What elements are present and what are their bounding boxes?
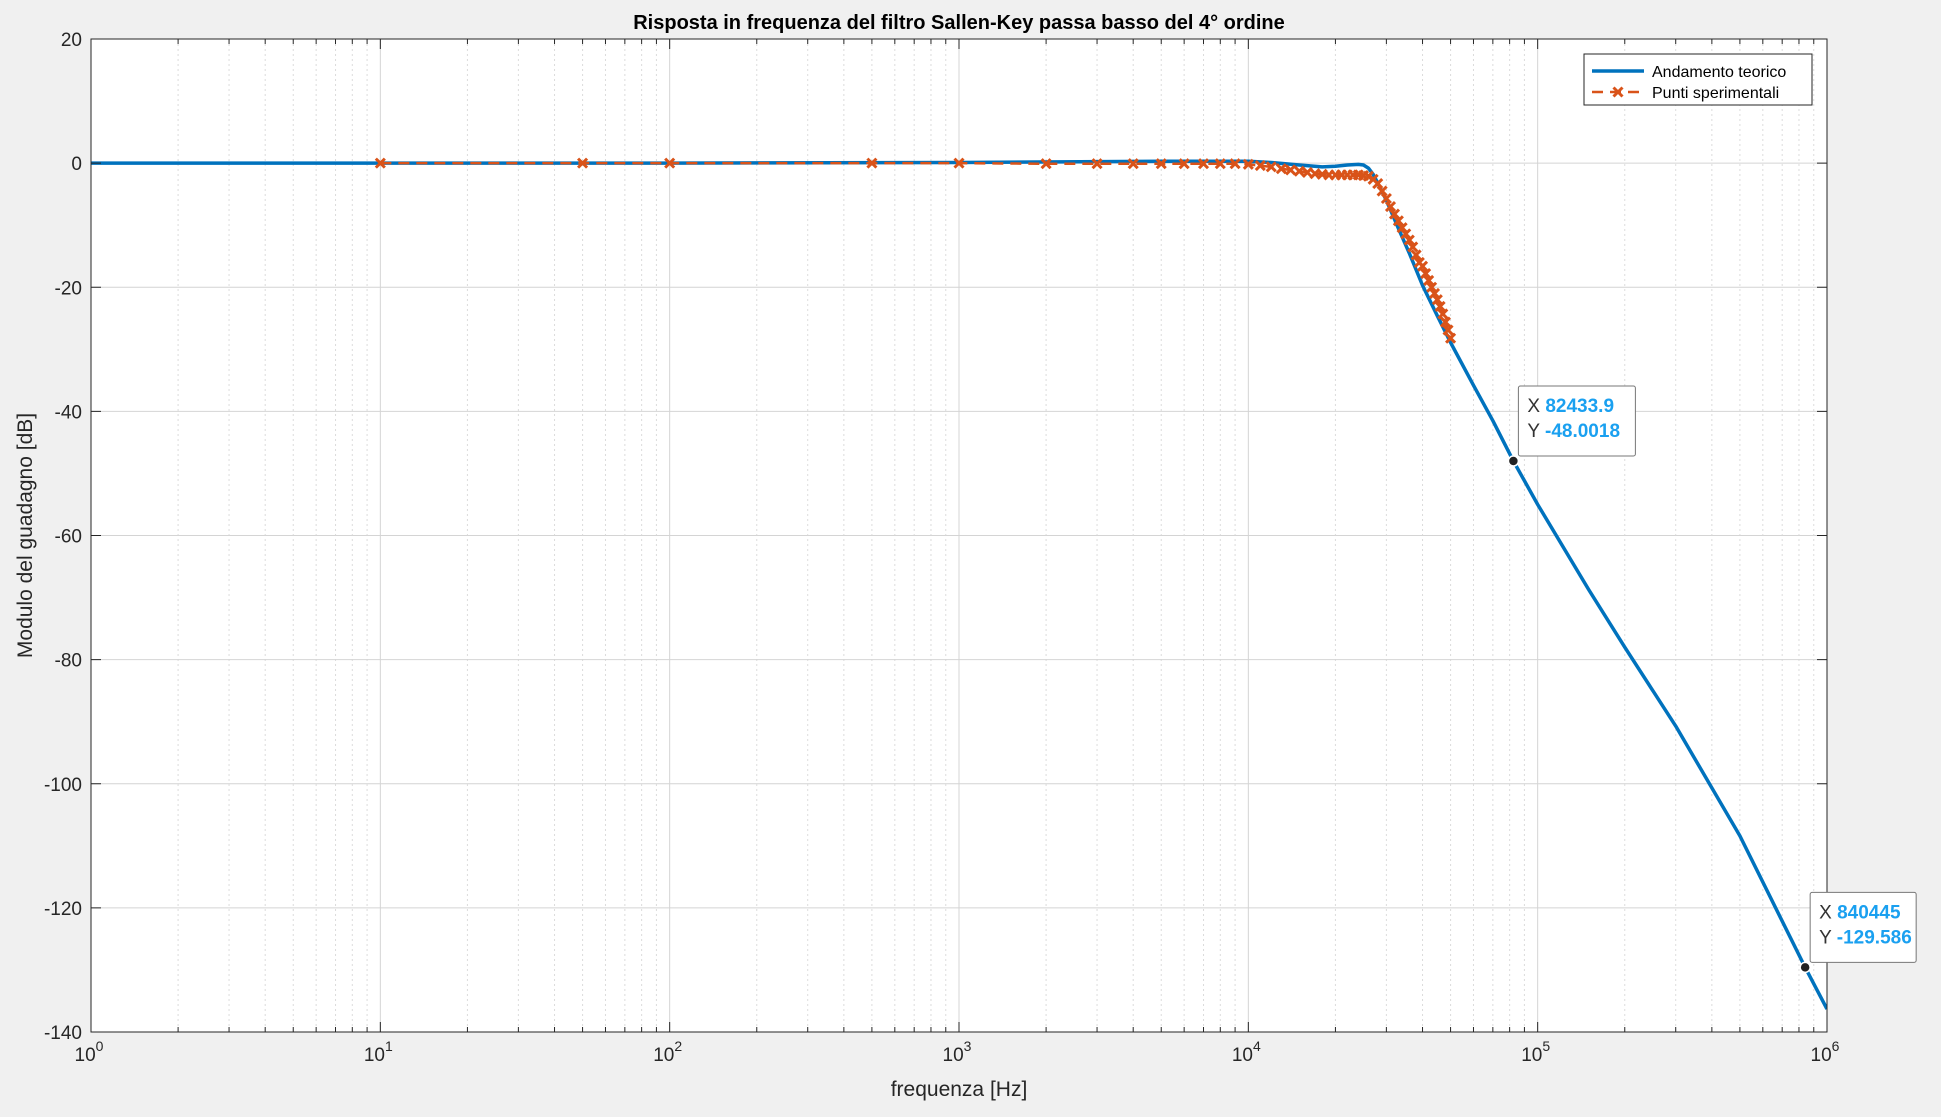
x-axis-label: frequenza [Hz] bbox=[891, 1078, 1028, 1101]
x-tick-label: 105 bbox=[1521, 1038, 1550, 1066]
datatip-box bbox=[1809, 891, 1917, 963]
datatip-x-value: 82433.9 bbox=[1545, 396, 1614, 417]
y-tick-label: -80 bbox=[55, 651, 82, 672]
y-tick-label: -140 bbox=[44, 1023, 82, 1044]
point-punti-sperimentali bbox=[1372, 178, 1384, 190]
point-punti-sperimentali bbox=[1426, 281, 1438, 293]
legend-entry-punti-sperimentali: Punti sperimentali bbox=[1652, 85, 1779, 102]
datatip-y-key: Y bbox=[1819, 927, 1837, 948]
datatip-x: X 82433.9 bbox=[1527, 396, 1614, 417]
y-tick-label: -20 bbox=[55, 278, 82, 299]
legend-x-marker bbox=[1612, 86, 1624, 98]
x-tick-label: 103 bbox=[943, 1038, 972, 1066]
legend-marker-punti-sperimentali bbox=[1612, 86, 1624, 98]
point-punti-sperimentali bbox=[374, 157, 386, 169]
datatip-y: Y -48.0018 bbox=[1527, 421, 1620, 442]
x-tick-label: 106 bbox=[1811, 1038, 1840, 1066]
point-punti-sperimentali bbox=[1431, 294, 1443, 306]
point-punti-sperimentali bbox=[1376, 185, 1388, 197]
point-punti-sperimentali bbox=[1275, 163, 1287, 175]
point-punti-sperimentali bbox=[1434, 300, 1446, 313]
y-tick-label: 0 bbox=[71, 154, 82, 175]
point-punti-sperimentali bbox=[1229, 158, 1241, 170]
point-punti-sperimentali bbox=[1388, 208, 1401, 220]
y-tick-label: -120 bbox=[44, 899, 82, 920]
point-punti-sperimentali bbox=[1403, 234, 1415, 246]
y-tick-label: 20 bbox=[61, 30, 82, 51]
series-punti-sperimentali bbox=[374, 157, 1457, 344]
point-punti-sperimentali bbox=[1254, 160, 1266, 172]
axis-ticks bbox=[90, 38, 1828, 1033]
datatip-x-key: X bbox=[1819, 902, 1837, 923]
x-tick-labels: 100 101 102 103 104 105 106 bbox=[75, 1038, 1840, 1066]
point-punti-sperimentali bbox=[1155, 158, 1167, 170]
point-punti-sperimentali bbox=[1127, 158, 1139, 170]
datatip-y-value: -48.0018 bbox=[1545, 421, 1620, 442]
point-punti-sperimentali bbox=[1410, 249, 1422, 261]
datatip-x: X 840445 bbox=[1819, 902, 1901, 923]
point-punti-sperimentali bbox=[1400, 228, 1412, 240]
point-punti-sperimentali bbox=[1439, 316, 1452, 328]
point-punti-sperimentali bbox=[1392, 215, 1404, 227]
point-punti-sperimentali bbox=[1040, 158, 1052, 170]
point-punti-sperimentali bbox=[1265, 161, 1277, 173]
y-tick-labels: 20 0 -20 -40 -60 -80 -100 -120 -140 bbox=[44, 30, 82, 1044]
y-axis-label: Modulo del guadagno [dB] bbox=[14, 413, 37, 658]
datatip-box bbox=[1517, 385, 1636, 457]
legend-entry-andamento-teorico: Andamento teorico bbox=[1652, 64, 1786, 81]
datatip-x-key: X bbox=[1527, 396, 1545, 417]
point-punti-sperimentali bbox=[1214, 158, 1226, 170]
point-punti-sperimentali bbox=[1420, 268, 1432, 280]
y-tick-label: -100 bbox=[44, 775, 82, 796]
datatip-marker bbox=[1507, 455, 1520, 467]
point-punti-sperimentali bbox=[953, 157, 965, 169]
point-punti-sperimentali bbox=[1384, 201, 1397, 213]
point-punti-sperimentali bbox=[1437, 308, 1449, 320]
point-punti-sperimentali bbox=[1445, 332, 1457, 344]
y-tick-label: -40 bbox=[55, 402, 82, 423]
point-punti-sperimentali bbox=[1293, 165, 1305, 177]
point-punti-sperimentali bbox=[1407, 241, 1419, 253]
x-tick-label: 102 bbox=[653, 1038, 682, 1066]
x-tick-label: 101 bbox=[364, 1038, 393, 1066]
datatip-marker bbox=[1799, 961, 1811, 974]
point-punti-sperimentali bbox=[1178, 158, 1190, 170]
x-tick-label: 100 bbox=[75, 1038, 104, 1066]
point-punti-sperimentali bbox=[1242, 158, 1254, 170]
point-punti-sperimentali bbox=[1285, 164, 1297, 176]
datatip-y-key: Y bbox=[1527, 421, 1545, 442]
point-punti-sperimentali bbox=[1428, 287, 1441, 300]
datatip-y: Y -129.586 bbox=[1819, 927, 1912, 948]
datatip: X 82433.9Y -48.0018 bbox=[1507, 385, 1636, 467]
point-punti-sperimentali bbox=[1423, 274, 1435, 286]
point-punti-sperimentali bbox=[1442, 324, 1454, 336]
datatip-x-value: 840445 bbox=[1837, 902, 1901, 923]
point-punti-sperimentali bbox=[664, 157, 676, 169]
x-tick-label: 104 bbox=[1232, 1038, 1261, 1066]
point-punti-sperimentali bbox=[1197, 158, 1210, 170]
datatip-y-value: -129.586 bbox=[1837, 927, 1912, 948]
point-punti-sperimentali bbox=[1396, 222, 1408, 234]
point-punti-sperimentali bbox=[866, 157, 878, 169]
legend[interactable]: Andamento teorico Punti sperimentali bbox=[1583, 53, 1813, 106]
point-punti-sperimentali bbox=[1091, 158, 1103, 170]
y-tick-label: -60 bbox=[55, 527, 82, 548]
chart-title: Risposta in frequenza del filtro Sallen-… bbox=[633, 12, 1285, 34]
point-punti-sperimentali bbox=[1380, 192, 1392, 205]
point-punti-sperimentali bbox=[1416, 260, 1429, 272]
point-punti-sperimentali bbox=[577, 157, 589, 169]
